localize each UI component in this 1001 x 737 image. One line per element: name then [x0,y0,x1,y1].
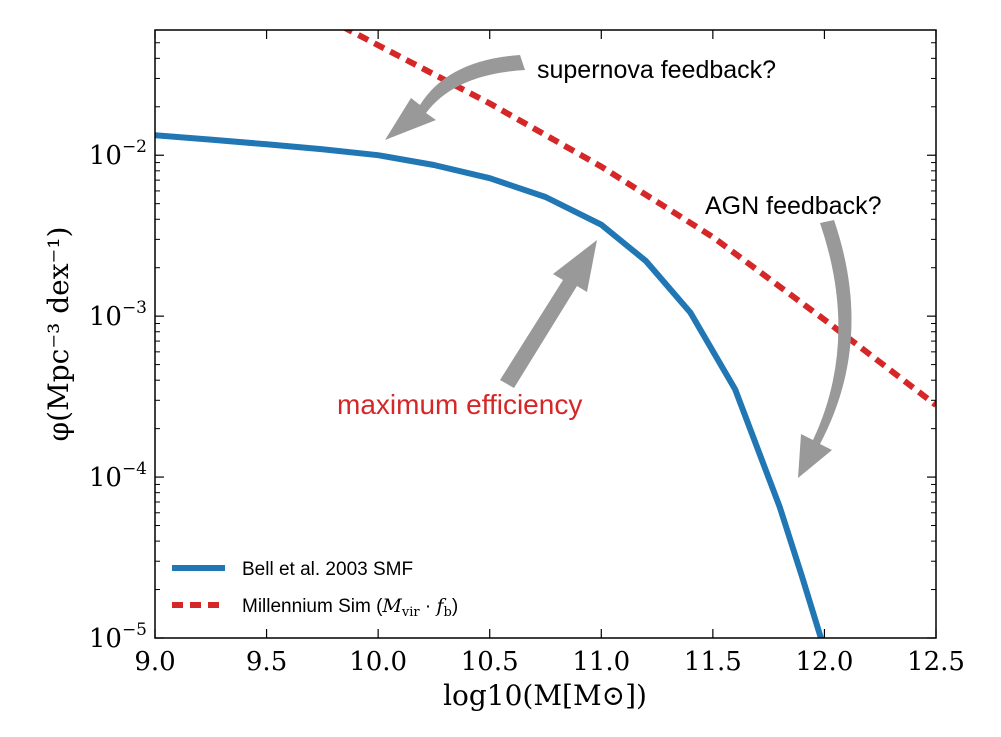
x-tick-label: 9.5 [246,647,287,677]
x-tick-label: 9.0 [134,647,175,677]
plot-frame [154,29,937,639]
y-tick-label: 10−3 [89,298,147,332]
y-tick-label: 10−5 [89,620,147,654]
y-tick-label: 10−4 [89,459,147,493]
efficiency-arrow [500,240,597,388]
supernova-arrow [385,55,525,140]
series-layer [155,30,936,638]
annotation-supernova: supernova feedback? [537,56,776,84]
x-tick-label: 10.0 [349,647,407,677]
legend: Bell et al. 2003 SMF Millennium Sim (Mvi… [172,559,458,620]
x-tick-label: 12.5 [907,647,965,677]
x-tick-label: 11.0 [572,647,630,677]
series-line-bell-smf [155,132,825,638]
x-tick-label: 12.0 [795,647,853,677]
legend-label-bell: Bell et al. 2003 SMF [242,559,413,580]
legend-label-millennium: Millennium Sim (Mvir · fb) [242,595,458,620]
agn-arrow [798,220,852,478]
annotation-arrows [385,55,852,478]
x-tick-label: 11.5 [684,647,742,677]
annotation-maximum-efficiency: maximum efficiency [337,389,582,420]
y-axis-title: φ(Mpc⁻³ dex⁻¹) [42,227,75,442]
x-axis-title: log10(M[M⊙]) [443,679,647,712]
series-line-millennium-sim [342,30,936,408]
ticks-layer: 9.0 9.5 10.0 10.5 11.0 11.5 12.0 12.5 10−5 10−4 10… [89,29,965,677]
y-tick-label: 10−2 [89,137,147,171]
annotation-agn: AGN feedback? [705,192,882,220]
x-tick-label: 10.5 [461,647,519,677]
